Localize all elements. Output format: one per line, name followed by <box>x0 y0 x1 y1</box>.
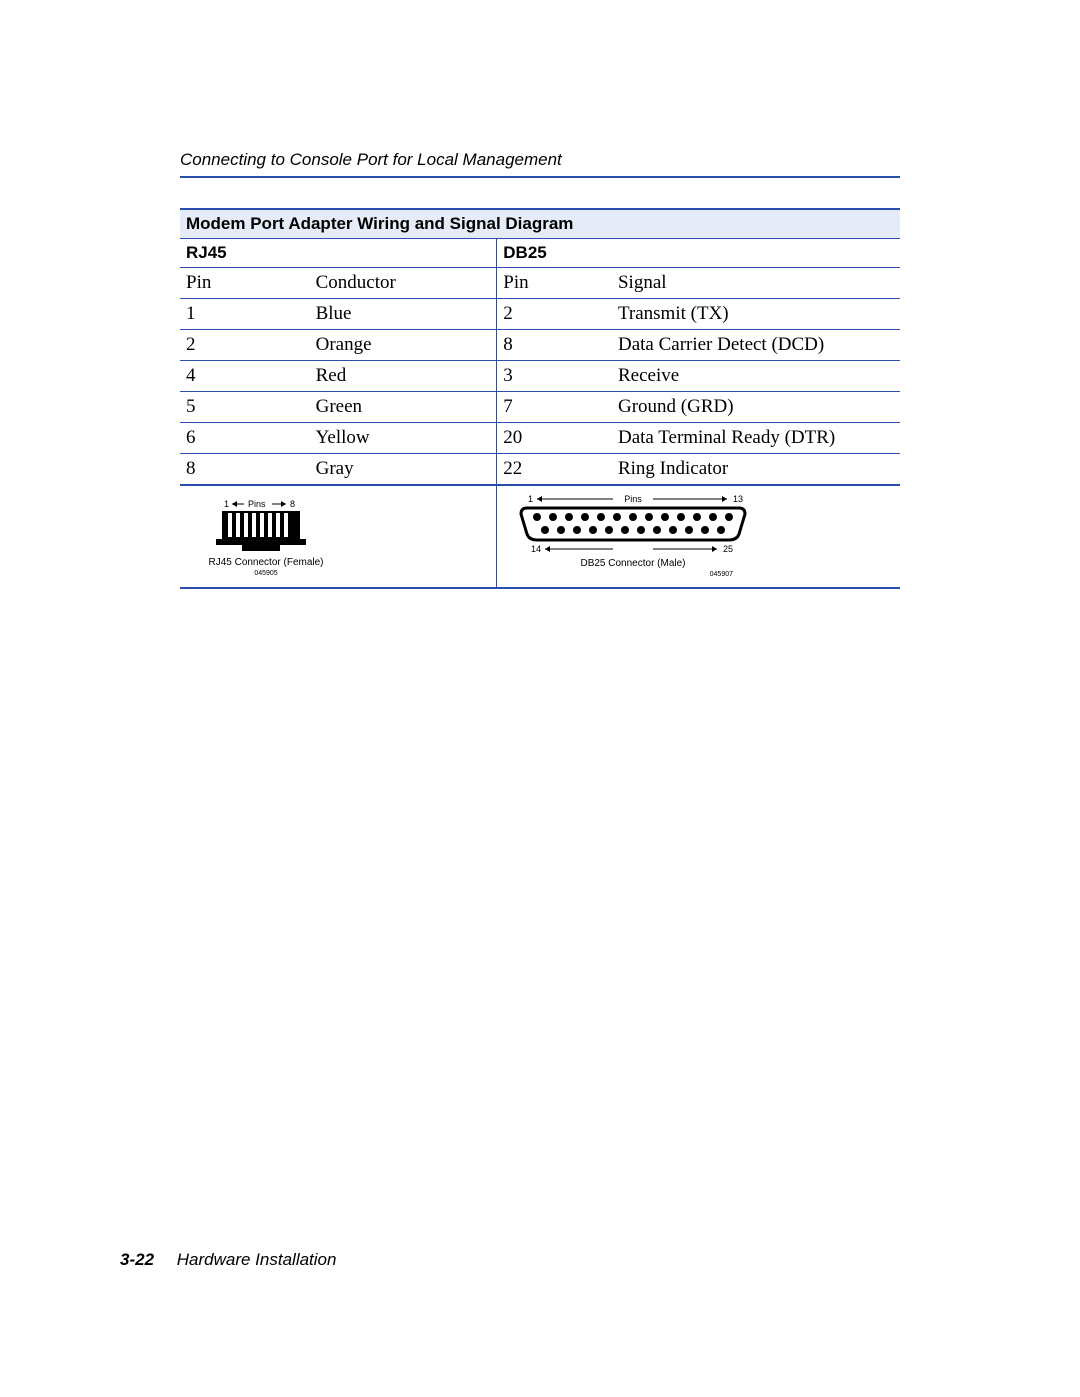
cell: 5 <box>180 392 310 423</box>
cell: Ground (GRD) <box>612 392 900 423</box>
db25-figure-id: 045907 <box>710 571 733 578</box>
cell: Data Terminal Ready (DTR) <box>612 423 900 454</box>
cell: Data Carrier Detect (DCD) <box>612 330 900 361</box>
cell: 8 <box>180 454 310 486</box>
table-group-row: RJ45 DB25 <box>180 239 900 268</box>
cell: Red <box>310 361 497 392</box>
cell: 7 <box>497 392 612 423</box>
col-conductor: Conductor <box>310 268 497 299</box>
db25-pins-label: Pins <box>625 494 643 504</box>
cell: 8 <box>497 330 612 361</box>
col-signal: Signal <box>612 268 900 299</box>
cell: 22 <box>497 454 612 486</box>
cell: Green <box>310 392 497 423</box>
footer-section-title: Hardware Installation <box>177 1250 337 1269</box>
db25-diagram-cell: 1 Pins 13 14 <box>497 485 900 588</box>
header-rule <box>180 176 900 178</box>
group-header-rj45: RJ45 <box>180 239 497 268</box>
db25-top-start: 1 <box>528 494 533 504</box>
db25-connector-icon: 1 Pins 13 14 <box>503 490 763 580</box>
cell: Ring Indicator <box>612 454 900 486</box>
table-row: 8 Gray 22 Ring Indicator <box>180 454 900 486</box>
table-row: 4 Red 3 Receive <box>180 361 900 392</box>
cell: Yellow <box>310 423 497 454</box>
cell: 3 <box>497 361 612 392</box>
page-number: 3-22 <box>120 1250 154 1269</box>
diagram-row: 1 Pins 8 <box>180 485 900 588</box>
cell: 4 <box>180 361 310 392</box>
cell: Transmit (TX) <box>612 299 900 330</box>
rj45-pin-end: 8 <box>290 499 295 509</box>
db25-bottom-start: 14 <box>531 544 541 554</box>
db25-caption: DB25 Connector (Male) <box>581 558 686 569</box>
cell: 6 <box>180 423 310 454</box>
table-row: 5 Green 7 Ground (GRD) <box>180 392 900 423</box>
table-row: 2 Orange 8 Data Carrier Detect (DCD) <box>180 330 900 361</box>
group-header-db25: DB25 <box>497 239 900 268</box>
cell: Receive <box>612 361 900 392</box>
cell: 2 <box>497 299 612 330</box>
page: Connecting to Console Port for Local Man… <box>0 0 1080 1397</box>
page-footer: 3-22 Hardware Installation <box>120 1250 336 1270</box>
col-pin-rj45: Pin <box>180 268 310 299</box>
cell: Gray <box>310 454 497 486</box>
cell: Blue <box>310 299 497 330</box>
cell: 20 <box>497 423 612 454</box>
rj45-caption: RJ45 Connector (Female) <box>208 557 323 568</box>
table-row: 6 Yellow 20 Data Terminal Ready (DTR) <box>180 423 900 454</box>
db25-bottom-end: 25 <box>723 544 733 554</box>
rj45-pins-label: Pins <box>248 499 266 509</box>
cell: Orange <box>310 330 497 361</box>
rj45-pin-start: 1 <box>224 499 229 509</box>
wiring-table: Modem Port Adapter Wiring and Signal Dia… <box>180 208 900 589</box>
rj45-connector-icon: 1 Pins 8 <box>186 495 346 575</box>
db25-top-end: 13 <box>733 494 743 504</box>
cell: 2 <box>180 330 310 361</box>
table-column-header-row: Pin Conductor Pin Signal <box>180 268 900 299</box>
table-title: Modem Port Adapter Wiring and Signal Dia… <box>180 209 900 239</box>
cell: 1 <box>180 299 310 330</box>
table-title-row: Modem Port Adapter Wiring and Signal Dia… <box>180 209 900 239</box>
rj45-figure-id: 045905 <box>254 570 277 575</box>
rj45-diagram-cell: 1 Pins 8 <box>180 485 497 588</box>
col-pin-db25: Pin <box>497 268 612 299</box>
running-header: Connecting to Console Port for Local Man… <box>180 150 900 170</box>
table-row: 1 Blue 2 Transmit (TX) <box>180 299 900 330</box>
